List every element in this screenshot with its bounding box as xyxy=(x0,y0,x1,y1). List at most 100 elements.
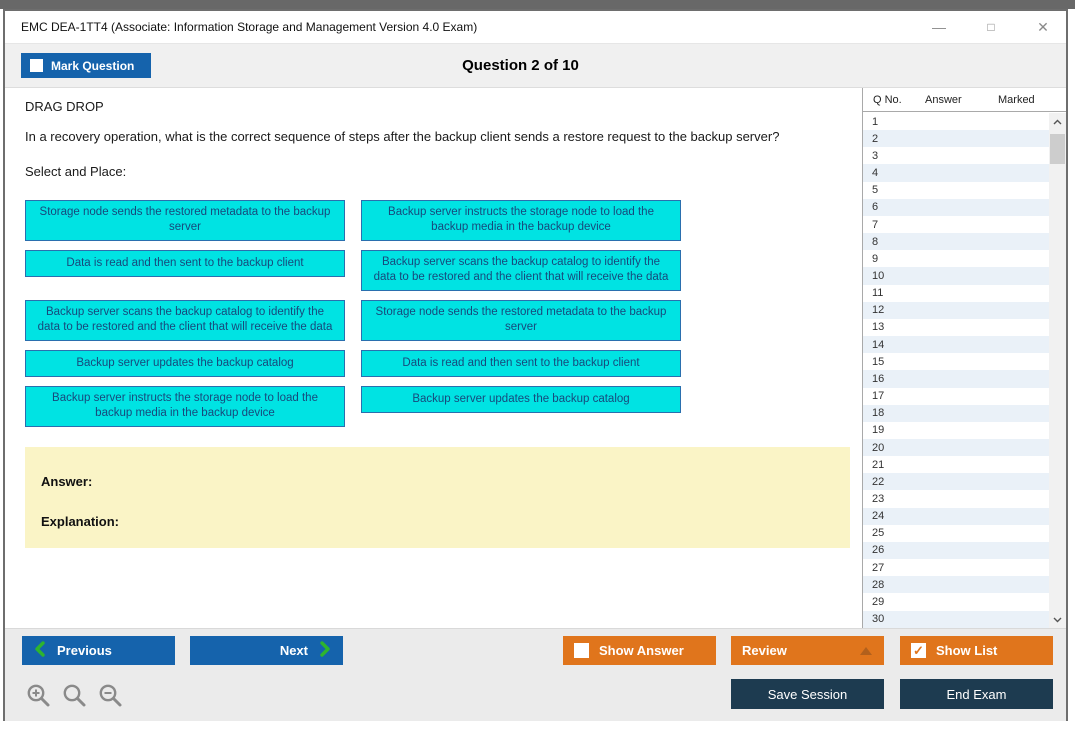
question-number: 14 xyxy=(872,338,885,351)
question-list-header: Q No. Answer Marked xyxy=(863,88,1066,112)
app-window: EMC DEA-1TT4 (Associate: Information Sto… xyxy=(3,9,1068,721)
drag-item-source[interactable]: Storage node sends the restored metadata… xyxy=(25,199,345,241)
previous-button[interactable]: Previous xyxy=(22,636,175,665)
question-instruction: Select and Place: xyxy=(25,163,127,179)
drag-item-source[interactable]: Data is read and then sent to the backup… xyxy=(25,249,345,277)
drag-item-source[interactable]: Backup server instructs the storage node… xyxy=(25,385,345,427)
question-list-row[interactable]: 21 xyxy=(863,456,1049,474)
question-list-row[interactable]: 12 xyxy=(863,301,1049,319)
review-label: Review xyxy=(742,643,787,658)
question-list-row[interactable]: 16 xyxy=(863,370,1049,388)
question-number: 3 xyxy=(872,149,879,162)
drag-item-target[interactable]: Data is read and then sent to the backup… xyxy=(361,349,681,377)
question-list-row[interactable]: 18 xyxy=(863,404,1049,422)
question-number: 21 xyxy=(872,458,885,471)
drag-item-target[interactable]: Backup server scans the backup catalog t… xyxy=(361,249,681,291)
drag-item-target[interactable]: Backup server instructs the storage node… xyxy=(361,199,681,241)
scroll-down-icon[interactable] xyxy=(1049,611,1066,628)
question-list-row[interactable]: 27 xyxy=(863,559,1049,577)
zoom-in-icon[interactable] xyxy=(25,682,52,709)
show-answer-checkbox[interactable] xyxy=(574,643,589,658)
drag-item-source[interactable]: Backup server updates the backup catalog xyxy=(25,349,345,377)
question-list-row[interactable]: 9 xyxy=(863,250,1049,268)
chevron-left-icon xyxy=(34,641,45,660)
save-session-label: Save Session xyxy=(767,686,848,702)
question-list-row[interactable]: 6 xyxy=(863,198,1049,216)
question-list-row[interactable]: 10 xyxy=(863,267,1049,285)
content-area: DRAG DROP In a recovery operation, what … xyxy=(5,88,1066,628)
column-header-qno: Q No. xyxy=(873,93,902,106)
question-list-row[interactable]: 3 xyxy=(863,147,1049,165)
question-list-row[interactable]: 23 xyxy=(863,490,1049,508)
question-number: 25 xyxy=(872,527,885,540)
question-number: 19 xyxy=(872,424,885,437)
question-counter: Question 2 of 10 xyxy=(462,57,579,74)
drag-item-source[interactable]: Backup server scans the backup catalog t… xyxy=(25,299,345,341)
question-list-row[interactable]: 1 xyxy=(863,113,1049,131)
review-button[interactable]: Review xyxy=(731,636,884,665)
next-button[interactable]: Next xyxy=(190,636,343,665)
question-list-row[interactable]: 26 xyxy=(863,541,1049,560)
scroll-up-icon[interactable] xyxy=(1049,113,1066,130)
question-number: 7 xyxy=(872,218,879,231)
question-list-row[interactable]: 13 xyxy=(863,318,1049,337)
mark-question-checkbox[interactable] xyxy=(30,59,43,72)
question-list-row[interactable]: 14 xyxy=(863,336,1049,354)
question-list-row[interactable]: 11 xyxy=(863,284,1049,302)
sidebar-scrollbar[interactable] xyxy=(1049,113,1066,628)
drag-item-target[interactable]: Storage node sends the restored metadata… xyxy=(361,299,681,341)
question-list-row[interactable]: 19 xyxy=(863,421,1049,439)
maximize-icon[interactable]: □ xyxy=(987,20,995,34)
question-number: 20 xyxy=(872,441,885,454)
question-list-row[interactable]: 17 xyxy=(863,387,1049,405)
show-answer-button[interactable]: Show Answer xyxy=(563,636,716,665)
question-number: 5 xyxy=(872,184,879,197)
question-panel: DRAG DROP In a recovery operation, what … xyxy=(5,88,862,628)
window-title: EMC DEA-1TT4 (Associate: Information Sto… xyxy=(21,20,478,34)
window-controls: — □ ✕ xyxy=(930,11,1052,43)
question-number: 24 xyxy=(872,510,885,523)
question-number: 18 xyxy=(872,407,885,420)
question-list-row[interactable]: 8 xyxy=(863,233,1049,251)
question-list-row[interactable]: 30 xyxy=(863,610,1049,628)
mark-question-button[interactable]: Mark Question xyxy=(21,53,151,78)
zoom-reset-icon[interactable] xyxy=(61,682,88,709)
question-number: 11 xyxy=(872,287,884,300)
previous-label: Previous xyxy=(57,643,112,658)
question-list-row[interactable]: 15 xyxy=(863,353,1049,371)
question-list-row[interactable]: 4 xyxy=(863,164,1049,182)
question-text: In a recovery operation, what is the cor… xyxy=(25,129,780,144)
question-list-row[interactable]: 20 xyxy=(863,438,1049,457)
question-list-rows: 1 2 3 4 5 6 7 8 9 10 11 12 13 14 15 16 17 18 19 20 21 22 23 24 2… xyxy=(863,113,1049,628)
question-list-row[interactable]: 5 xyxy=(863,181,1049,199)
question-number: 29 xyxy=(872,595,885,608)
drag-drop-grid: Storage node sends the restored metadata… xyxy=(25,199,681,427)
question-number: 1 xyxy=(872,115,879,128)
scrollbar-thumb[interactable] xyxy=(1050,134,1065,164)
question-number: 15 xyxy=(872,355,885,368)
question-number: 6 xyxy=(872,201,879,214)
show-list-checkbox[interactable]: ✓ xyxy=(911,643,926,658)
question-number: 27 xyxy=(872,561,885,574)
question-number: 28 xyxy=(872,578,885,591)
close-icon[interactable]: ✕ xyxy=(1037,19,1049,35)
question-list-row[interactable]: 28 xyxy=(863,576,1049,594)
question-list-row[interactable]: 29 xyxy=(863,593,1049,611)
show-list-button[interactable]: ✓ Show List xyxy=(900,636,1053,665)
minimize-icon[interactable]: — xyxy=(932,19,946,35)
question-list-row[interactable]: 2 xyxy=(863,130,1049,148)
drag-item-target[interactable]: Backup server updates the backup catalog xyxy=(361,385,681,413)
zoom-toolbar xyxy=(25,682,124,709)
save-session-button[interactable]: Save Session xyxy=(731,679,884,709)
question-list-row[interactable]: 24 xyxy=(863,507,1049,525)
question-list-row[interactable]: 7 xyxy=(863,215,1049,234)
answer-label: Answer: xyxy=(41,473,93,489)
end-exam-button[interactable]: End Exam xyxy=(900,679,1053,709)
question-list-row[interactable]: 22 xyxy=(863,473,1049,491)
footer-bar: Previous Next Show Answer Review ✓ Show … xyxy=(5,628,1066,721)
question-list-row[interactable]: 25 xyxy=(863,524,1049,542)
answer-panel: Answer: Explanation: xyxy=(25,446,850,548)
question-number: 26 xyxy=(872,544,885,557)
question-number: 17 xyxy=(872,390,885,403)
zoom-out-icon[interactable] xyxy=(97,682,124,709)
